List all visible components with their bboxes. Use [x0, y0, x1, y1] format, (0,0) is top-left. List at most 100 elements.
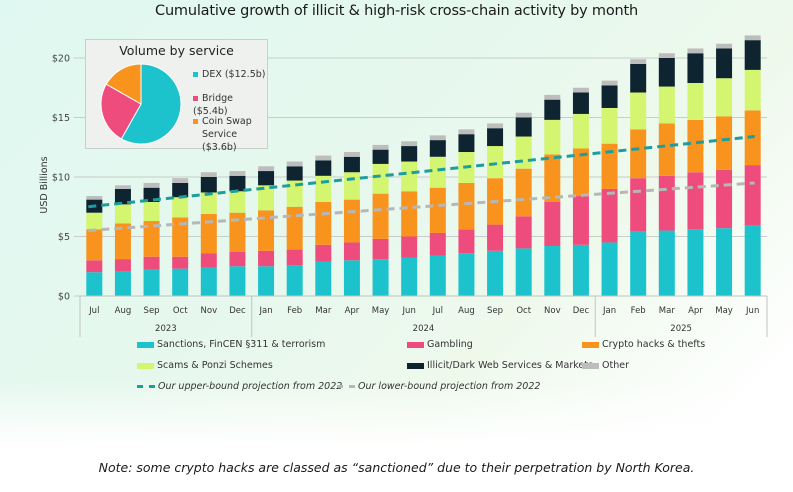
legend-label: Gambling: [427, 339, 473, 350]
bar-segment: [458, 253, 475, 296]
bar-segment: [515, 216, 532, 249]
background-fade: [0, 380, 793, 492]
bar-segment: [658, 86, 675, 124]
bar-segment: [401, 161, 418, 192]
y-tick-label: $15: [52, 113, 70, 124]
pie-slice: [105, 63, 142, 105]
bar-segment: [258, 210, 275, 251]
bar-segment: [744, 69, 761, 111]
bar-segment: [744, 225, 761, 296]
bar-segment: [229, 175, 246, 192]
bar-segment: [343, 199, 360, 243]
bar-segment: [744, 165, 761, 226]
bar-segment: [487, 146, 504, 179]
x-tick-label: Nov: [201, 306, 218, 316]
bar-segment: [601, 107, 618, 144]
pie-legend-text: Coin Swap: [193, 115, 267, 128]
legend-dash-swatch: [337, 385, 355, 388]
bar-segment: [429, 135, 446, 141]
legend-swatch: [407, 341, 424, 348]
bar-segment: [286, 265, 303, 296]
bar-segment: [572, 148, 589, 197]
bar-segment: [515, 117, 532, 137]
bar-segment: [200, 172, 217, 177]
bar-segment: [572, 196, 589, 245]
legend-swatch: [582, 362, 599, 369]
bar-segment: [114, 185, 131, 189]
pie-chart: [100, 63, 182, 145]
bar-segment: [601, 242, 618, 296]
bar-segment: [544, 201, 561, 247]
bar-segment: [630, 63, 647, 93]
bar-segment: [200, 192, 217, 214]
bar-segment: [286, 180, 303, 207]
bar-segment: [143, 182, 160, 188]
legend-item: Other: [582, 360, 629, 371]
bar-segment: [258, 266, 275, 296]
bar-segment: [401, 146, 418, 162]
bar-segment: [544, 154, 561, 202]
x-tick-label: Sep: [144, 306, 160, 316]
bar-segment: [630, 178, 647, 232]
bar-segment: [372, 163, 389, 194]
pie-legend-swatch: [193, 96, 198, 101]
bar-segment: [487, 224, 504, 251]
bar-segment: [258, 166, 275, 172]
pie-legend-swatch: [193, 72, 198, 77]
bar-segment: [229, 212, 246, 252]
bar-segment: [114, 223, 131, 260]
bar-segment: [401, 257, 418, 296]
bar-segment: [172, 197, 189, 218]
bar-segment: [343, 172, 360, 200]
bar-segment: [401, 236, 418, 258]
bar-segment: [258, 250, 275, 267]
bar-segment: [429, 255, 446, 296]
bar-segment: [687, 53, 704, 83]
bar-segment: [716, 228, 733, 296]
bar-segment: [286, 206, 303, 250]
bar-segment: [544, 246, 561, 296]
bar-segment: [86, 272, 103, 296]
bar-segment: [601, 143, 618, 189]
bar-segment: [114, 271, 131, 296]
x-tick-label: Feb: [287, 306, 302, 316]
bar-segment: [200, 253, 217, 268]
bar-segment: [114, 188, 131, 205]
bar-segment: [458, 182, 475, 230]
bar-segment: [744, 40, 761, 70]
bar-segment: [315, 155, 332, 161]
bar-segment: [401, 191, 418, 237]
bar-segment: [229, 191, 246, 213]
legend-item: Sanctions, FinCEN §311 & terrorism: [137, 339, 325, 350]
bar-segment: [372, 149, 389, 164]
x-tick-label: Jun: [402, 306, 416, 316]
pie-legend-swatch: [193, 119, 198, 124]
bar-segment: [458, 134, 475, 153]
bar-segment: [458, 229, 475, 254]
legend-swatch: [137, 362, 154, 369]
bar-segment: [658, 53, 675, 58]
y-tick-label: $20: [52, 54, 70, 65]
legend-label: Other: [602, 360, 629, 371]
bar-segment: [343, 152, 360, 157]
legend-item-projection: Our upper-bound projection from 2022: [137, 381, 342, 392]
x-tick-label: Mar: [315, 306, 332, 316]
bar-segment: [143, 221, 160, 257]
bar-segment: [687, 172, 704, 230]
bar-segment: [401, 141, 418, 147]
x-tick-label: Jan: [259, 306, 273, 316]
bar-segment: [200, 213, 217, 254]
bar-segment: [315, 244, 332, 262]
x-tick-label: Sep: [487, 306, 503, 316]
bar-segment: [343, 156, 360, 173]
pie-legend-text: DEX ($12.5b): [193, 68, 266, 81]
x-tick-label: May: [715, 306, 733, 316]
bar-segment: [630, 129, 647, 179]
y-tick-label: $5: [58, 232, 70, 243]
legend-label: Sanctions, FinCEN §311 & terrorism: [157, 339, 326, 350]
x-tick-label: Apr: [688, 306, 703, 316]
y-tick-label: $10: [52, 173, 70, 184]
pie-slice: [100, 83, 142, 140]
bar-segment: [544, 99, 561, 120]
bar-segment: [716, 169, 733, 229]
